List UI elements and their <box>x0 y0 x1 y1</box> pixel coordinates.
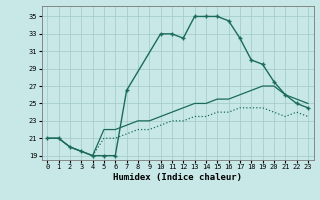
X-axis label: Humidex (Indice chaleur): Humidex (Indice chaleur) <box>113 173 242 182</box>
